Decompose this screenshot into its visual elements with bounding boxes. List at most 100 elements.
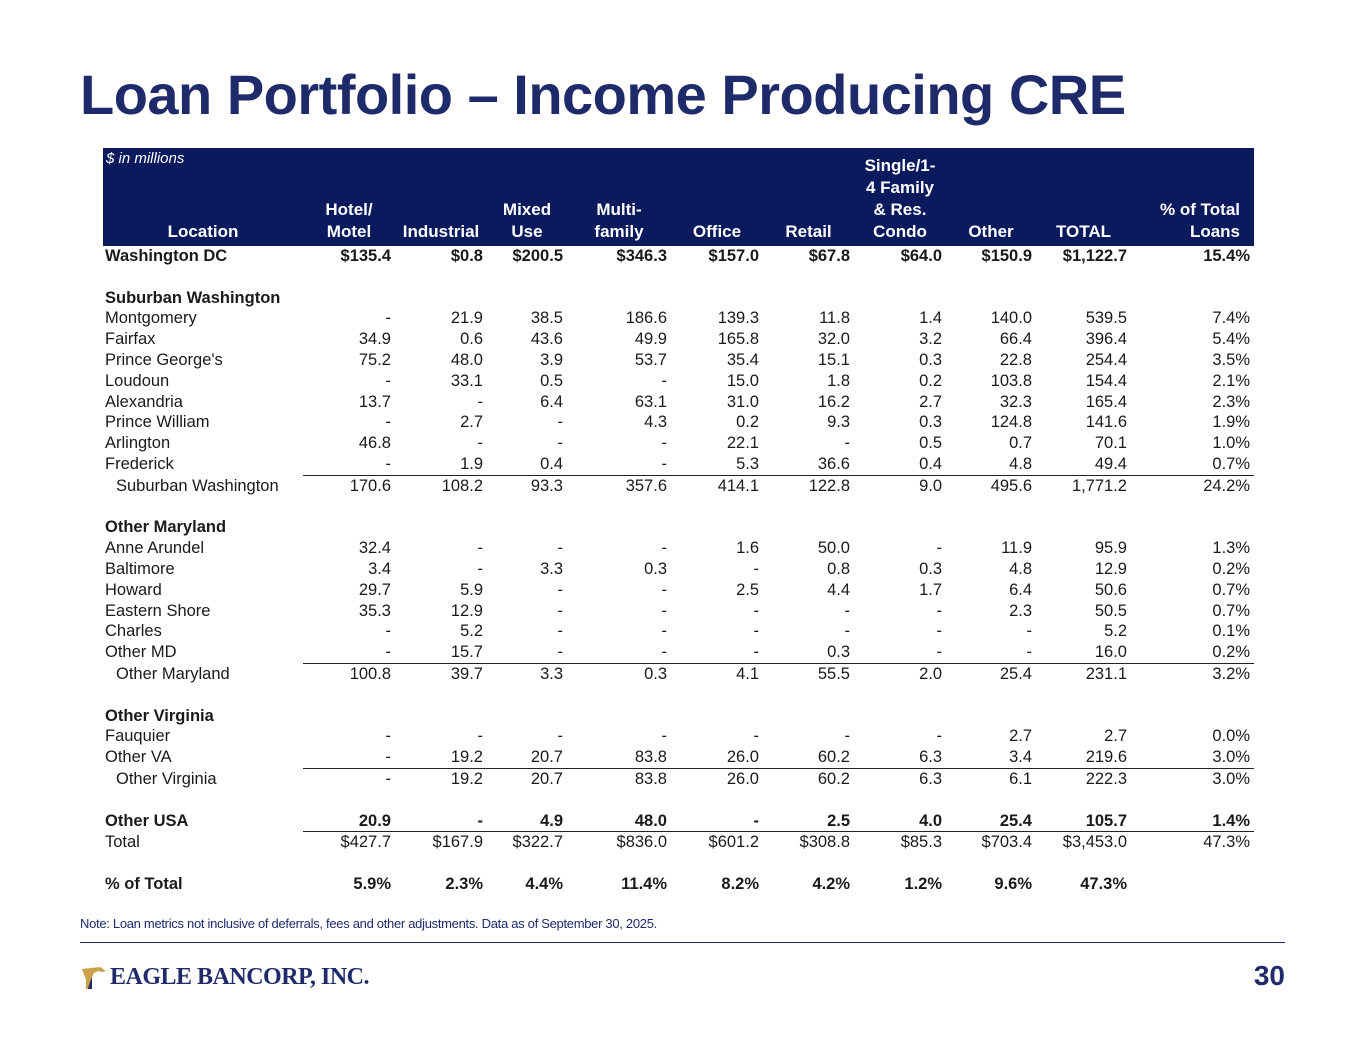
table-cell: - [385,727,392,746]
header-mixed-use: Mixed Use [502,200,552,241]
table-row: Other USA 20.9 - 4.9 48.0 - 2.5 4.0 25.4 105.7 1.4… [103,811,1254,832]
table-cell: 0.2 [919,371,942,390]
table-cell: - [844,601,851,620]
table-cell: 141.6 [1085,413,1127,432]
table-cell: - [936,601,943,620]
table-cell: 26.0 [671,767,763,790]
table-cell: 15.4% [1203,247,1250,265]
header-other: Other [968,222,1014,241]
table-cell: 3.4 [1009,748,1032,767]
spacer-row [103,853,1254,874]
table-cell: 36.6 [817,454,850,473]
table-cell: 4.4% [525,874,563,893]
table-cell: 2.7 [460,413,483,432]
table-cell: - [936,727,943,746]
header-location: $ in millions Location [106,150,239,241]
table-row: Loudoun - 33.1 0.5 - 15.0 1.8 0.2 103.8 154.4 2.1% [103,371,1254,392]
table-header-row: $ in millions Location Hotel/Motel Indus… [103,148,1254,246]
table-cell: $346.3 [616,247,667,265]
table-cell: 396.4 [1085,330,1127,349]
table-row: Montgomery - 21.9 38.5 186.6 139.3 11.8 1.4 140.… [103,308,1254,329]
row-label: Other MD [105,643,177,662]
row-label: Alexandria [105,392,183,411]
spacer-row [103,497,1254,518]
table-cell: - [661,539,668,558]
table-cell: 25.4 [946,662,1036,685]
table-cell: - [661,643,668,662]
row-label: Suburban Washington [116,476,279,495]
table-cell: 25.4 [999,811,1032,830]
table-cell: $1,122.7 [1062,247,1127,265]
table-cell: - [385,643,392,662]
table-row: Alexandria 13.7 - 6.4 63.1 31.0 16.2 2.7 32.3 165… [103,392,1254,413]
table-row: Baltimore 3.4 - 3.3 0.3 - 0.8 0.3 4.8 12.9 0.2% [103,559,1254,580]
table-cell: 0.7% [1212,580,1250,599]
table-cell: $601.2 [671,831,763,854]
table-cell: - [557,727,564,746]
table-cell: 11.4% [621,874,667,893]
spacer-row [103,267,1254,288]
subtotal-row: Other Maryland 100.8 39.7 3.3 0.3 4.1 55.5 2.0 2… [103,662,1254,685]
table-cell: - [936,643,943,662]
table-row: Arlington 46.8 - - - 22.1 - 0.5 0.7 70.1 1.0% [103,433,1254,454]
table-cell: 1.9% [1212,413,1250,432]
table-row: % of Total 5.9% 2.3% 4.4% 11.4% 8.2% 4.2% 1.2% 9… [103,874,1254,895]
table-cell: 2.7 [1009,727,1032,746]
table-cell: 11.9 [1001,539,1032,558]
row-label: Other VA [105,748,172,767]
table-cell: - [557,622,564,641]
table-cell: 2.5 [827,811,850,830]
header-multifamily: Multi-family [594,200,644,241]
table-cell: 5.2 [460,622,483,641]
row-label: Baltimore [105,559,175,578]
row-label: Prince George's [105,350,223,369]
table-cell: 83.8 [567,767,671,790]
table-cell: - [936,539,943,558]
total-row: Total $427.7 $167.9 $322.7 $836.0 $601.2 $308.… [103,831,1254,854]
table-cell: 15.1 [817,350,850,369]
table-cell: 2.5 [736,580,759,599]
table-cell: 12.9 [450,601,483,620]
table-cell: 5.4% [1212,330,1250,349]
header-retail: Retail [785,222,832,241]
table-cell: 1.7 [919,580,942,599]
table-cell: 5.2 [1104,622,1127,641]
table-cell: 4.4 [827,580,850,599]
table-cell: 6.4 [1009,580,1032,599]
table-cell: $85.3 [854,831,946,854]
table-cell: 35.4 [726,350,759,369]
table-cell: $135.4 [340,247,391,265]
table-cell: 32.0 [817,330,850,349]
header-hotel-motel: Hotel/Motel [325,200,373,241]
table-cell: - [753,727,760,746]
table-cell: 16.2 [817,392,850,411]
table-cell: - [661,371,668,390]
table-cell: 254.4 [1085,350,1127,369]
row-label: Prince William [105,413,210,432]
spacer-cell [103,497,1254,518]
table-cell: 21.9 [450,309,483,328]
table-cell: 46.8 [358,434,391,453]
table-cell: - [661,622,668,641]
table-cell: 50.6 [1094,580,1127,599]
table-cell: - [385,748,392,767]
table-cell: 4.1 [671,662,763,685]
table-cell: - [844,727,851,746]
group-header-row: Suburban Washington [103,288,1254,309]
table-row: Prince George's 75.2 48.0 3.9 53.7 35.4 15.1 0.… [103,350,1254,371]
table-cell: - [661,601,668,620]
spacer-row [103,790,1254,811]
table-cell: 0.5 [919,434,942,453]
table-cell: 3.5% [1212,350,1250,369]
group-header-row: Other Virginia [103,706,1254,727]
table-cell: 12.9 [1094,559,1127,578]
table-cell: 53.7 [634,350,667,369]
table-cell: 4.9 [540,811,563,830]
table-cell: $150.9 [981,247,1032,265]
table-cell: - [477,392,484,411]
table-cell: 4.3 [644,413,667,432]
table-cell: 186.6 [625,309,667,328]
table-row: Frederick - 1.9 0.4 - 5.3 36.6 0.4 4.8 49.4 0.7% [103,454,1254,475]
table-row: Other MD - 15.7 - - - 0.3 - - 16.0 0.2% [103,642,1254,663]
table-cell: 32.3 [999,392,1032,411]
